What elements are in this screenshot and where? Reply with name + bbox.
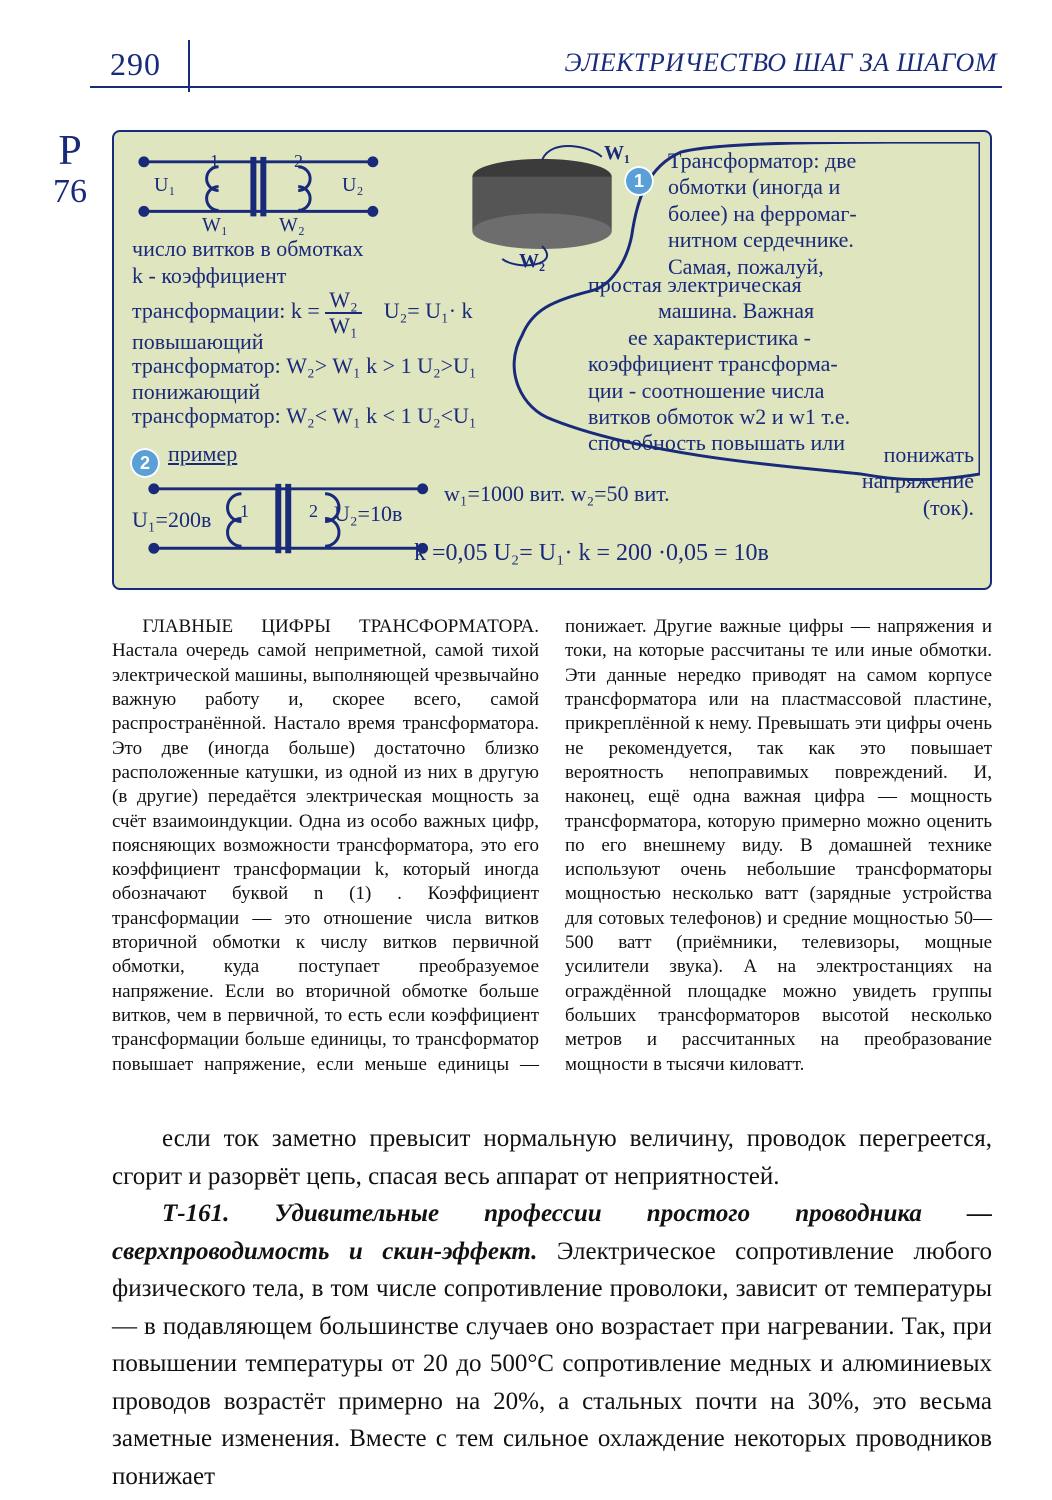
bl7: ее характеристика - <box>588 325 978 351</box>
lbl-c1: 1 <box>210 152 219 172</box>
figure-board: 1 2 U₁ 1 2 U₂ W₁ W₂ число витков в обмот… <box>112 130 992 590</box>
bl5: простая электрическая <box>588 272 978 298</box>
bl3: нитном сердечнике. <box>668 227 978 253</box>
example-w: w₁=1000 вит. w₂=50 вит. <box>444 482 670 506</box>
badge-2: 2 <box>130 448 160 478</box>
bl10: витков обмоток w2 и w1 т.е. <box>588 404 978 430</box>
bubble-text-b: простая электрическая машина. Важная ее … <box>588 272 978 457</box>
bl13: напряжение <box>824 468 974 494</box>
running-head: ЭЛЕКТРИЧЕСТВО ШАГ ЗА ШАГОМ <box>564 48 997 78</box>
coeff-frac-num: W₂ <box>325 288 361 314</box>
bl9: ции - соотношение числа <box>588 378 978 404</box>
stepup-e: трансформатор: W₂> W₁ k > 1 U₂>U₁ <box>132 354 477 378</box>
stepup-t: повышающий <box>132 330 264 354</box>
lbl-u1: U₁ <box>154 174 175 196</box>
lbl-u2: U₂ <box>342 174 363 196</box>
figure-wrapper: 1 2 U₁ 1 2 U₂ W₁ W₂ число витков в обмот… <box>112 130 992 590</box>
lower-p1: если ток заметно превысит нормальную вел… <box>112 1120 992 1195</box>
bl1: обмотки (иногда и <box>668 174 978 200</box>
lbl-turns-caption: число витков в обмотках <box>132 237 364 261</box>
bl8: коэффициент трансформа- <box>588 351 978 377</box>
page-number: 290 <box>110 46 161 83</box>
margin-label: Р 76 <box>40 130 100 213</box>
figure-inner: 1 2 U₁ 1 2 U₂ W₁ W₂ число витков в обмот… <box>124 142 980 578</box>
lower-p2-rest: Электрическое сопротивление любого физич… <box>112 1238 992 1490</box>
coeff-1: k - коэффициент <box>132 264 286 288</box>
header-horizontal-rule <box>90 86 1002 88</box>
example-u1: U₁=200в <box>132 508 211 532</box>
bubble-text-c: понижать напряжение (ток). <box>824 442 974 521</box>
coeff-frac: W₂ W₁ <box>325 288 361 338</box>
lower-block: если ток заметно превысит нормальную вел… <box>112 1120 992 1495</box>
core-w1: W₁ <box>604 142 630 164</box>
example-c2: 2 <box>309 502 318 522</box>
example-c1: 1 <box>240 502 249 522</box>
bl2: более) на ферромаг- <box>668 201 978 227</box>
coeff-frac-den: W₁ <box>325 314 361 338</box>
lbl-c2: 2 <box>294 152 303 172</box>
coeff-2a: трансформации: k = <box>132 298 320 323</box>
example-label: пример <box>168 442 237 466</box>
lbl-w1: W₁ <box>202 214 228 236</box>
bl14: (ток). <box>824 495 974 521</box>
example-u2: U₂=10в <box>334 502 402 526</box>
header-vertical-rule <box>188 40 190 92</box>
example-k: k =0,05 U₂= U₁· k = 200 ·0,05 = 10в <box>414 540 769 566</box>
stepdn-e: трансформатор: W₂< W₁ k < 1 U₂<U₁ <box>132 404 477 428</box>
body-paragraph: ГЛАВНЫЕ ЦИФРЫ ТРАНСФОРМАТОРА. Настала оч… <box>112 615 992 1077</box>
bl6: машина. Важная <box>588 298 978 324</box>
lbl-w2: W₂ <box>279 214 305 236</box>
badge-1: 1 <box>624 166 654 196</box>
body-columns: ГЛАВНЫЕ ЦИФРЫ ТРАНСФОРМАТОРА. Настала оч… <box>112 615 992 1077</box>
lower-p2: Т-161. Удивительные профессии простого п… <box>112 1195 992 1495</box>
bl12: понижать <box>824 442 974 468</box>
bl0: Трансформатор: две <box>668 148 978 174</box>
core-w2: W₂ <box>519 250 545 272</box>
coeff-eq: U₂= U₁· k <box>384 298 473 323</box>
bubble-text: Трансформатор: две обмотки (иногда и бол… <box>668 148 978 280</box>
stepdn-t: понижающий <box>132 380 260 404</box>
margin-number: 76 <box>40 172 100 213</box>
margin-letter: Р <box>40 130 100 172</box>
